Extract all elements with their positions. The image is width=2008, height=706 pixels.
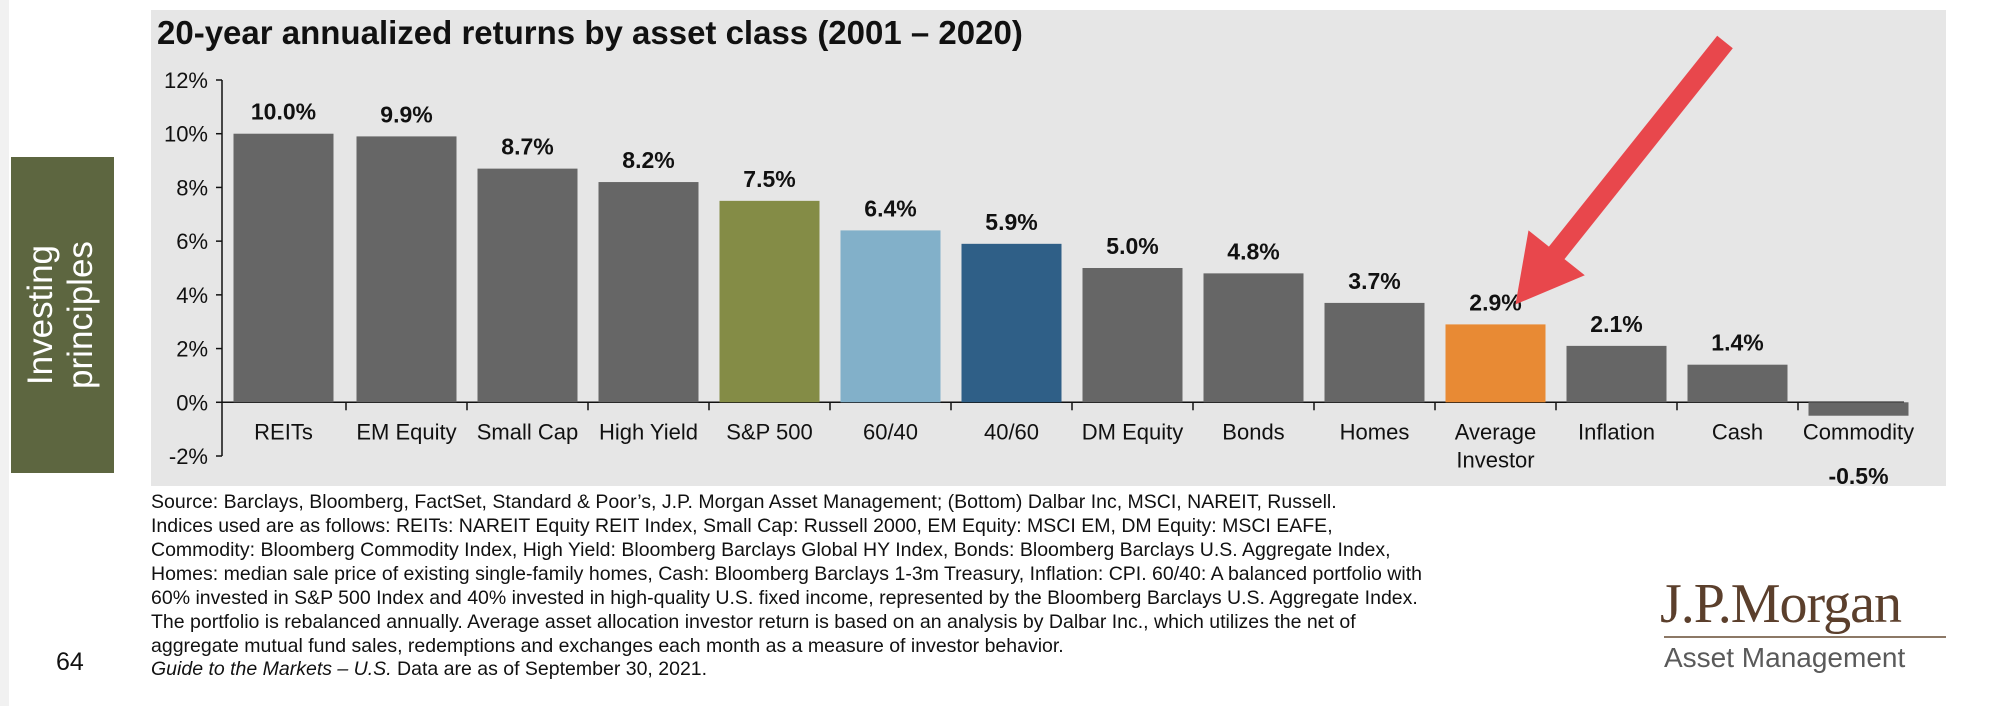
footnotes: Source: Barclays, Bloomberg, FactSet, St… (151, 490, 1631, 658)
data-label: 7.5% (743, 166, 795, 192)
y-tick-label: 0% (176, 390, 208, 415)
category-label: 60/40 (863, 419, 918, 444)
page-number: 64 (56, 648, 84, 676)
jpmorgan-logo: J.P.Morgan Asset Management (1660, 575, 1960, 674)
y-tick-label: -2% (169, 444, 208, 469)
category-label: DM Equity (1082, 419, 1183, 444)
bar (840, 230, 941, 403)
data-label: 5.9% (985, 209, 1037, 235)
category-label: Average Investor (1455, 419, 1537, 472)
bar (1808, 402, 1909, 416)
section-tab: Investing principles (11, 157, 114, 473)
logo-subtitle: Asset Management (1664, 642, 1906, 673)
data-label: 4.8% (1227, 238, 1279, 264)
y-tick-label: 12% (164, 68, 208, 93)
bar (1203, 273, 1304, 403)
category-label: Inflation (1578, 419, 1655, 444)
guide-title: Guide to the Markets – U.S. (151, 658, 392, 680)
data-label: 5.0% (1106, 233, 1158, 259)
footnote-line: aggregate mutual fund sales, redemptions… (151, 635, 1064, 657)
data-label: 6.4% (864, 195, 916, 221)
footnote-line: Source: Barclays, Bloomberg, FactSet, St… (151, 491, 1337, 513)
bar (1566, 345, 1667, 403)
guide-date-note: Data are as of September 30, 2021. (391, 658, 708, 680)
data-label: 2.1% (1590, 311, 1642, 337)
data-label: 9.9% (380, 101, 432, 127)
category-label: S&P 500 (726, 419, 812, 444)
data-label: 3.7% (1348, 268, 1400, 294)
bar (233, 133, 334, 403)
bar (598, 182, 699, 403)
bar (356, 136, 457, 403)
logo-wordmark: J.P.Morgan (1660, 573, 1902, 635)
category-label: Small Cap (477, 419, 578, 444)
bar (1445, 324, 1546, 403)
category-label: EM Equity (356, 419, 456, 444)
category-label: Cash (1712, 419, 1763, 444)
red-arrow-annotation (1515, 35, 1733, 305)
bar (719, 200, 820, 403)
footnote-line: Commodity: Bloomberg Commodity Index, Hi… (151, 539, 1391, 561)
bar (1687, 364, 1788, 403)
y-tick-label: 2% (176, 337, 208, 362)
footnote-line: The portfolio is rebalanced annually. Av… (151, 611, 1356, 633)
y-tick-label: 8% (176, 175, 208, 200)
category-label: Bonds (1222, 419, 1284, 444)
data-label: 8.7% (501, 134, 553, 160)
y-tick-label: 6% (176, 229, 208, 254)
footnote-line: Homes: median sale price of existing sin… (151, 563, 1422, 585)
page-edge (0, 0, 9, 706)
logo-divider (1664, 636, 1946, 638)
footnote-line: 60% invested in S&P 500 Index and 40% in… (151, 587, 1418, 609)
y-tick-label: 4% (176, 283, 208, 308)
bar (1082, 268, 1183, 403)
category-label: 40/60 (984, 419, 1039, 444)
bar (961, 243, 1062, 403)
category-label: Homes (1340, 419, 1410, 444)
category-label: Commodity (1803, 419, 1914, 444)
bar (1324, 302, 1425, 403)
footnote-line: Indices used are as follows: REITs: NARE… (151, 515, 1333, 537)
bar (477, 168, 578, 403)
category-label: High Yield (599, 419, 698, 444)
data-label: 1.4% (1711, 330, 1763, 356)
data-label: -0.5% (1828, 463, 1888, 489)
guide-note: Guide to the Markets – U.S. Data are as … (151, 658, 707, 681)
data-label: 8.2% (622, 147, 674, 173)
data-label: 10.0% (251, 99, 316, 125)
category-label: REITs (254, 419, 313, 444)
chart-title: 20-year annualized returns by asset clas… (157, 14, 1023, 51)
y-tick-label: 10% (164, 122, 208, 147)
data-label: 2.9% (1469, 289, 1521, 315)
